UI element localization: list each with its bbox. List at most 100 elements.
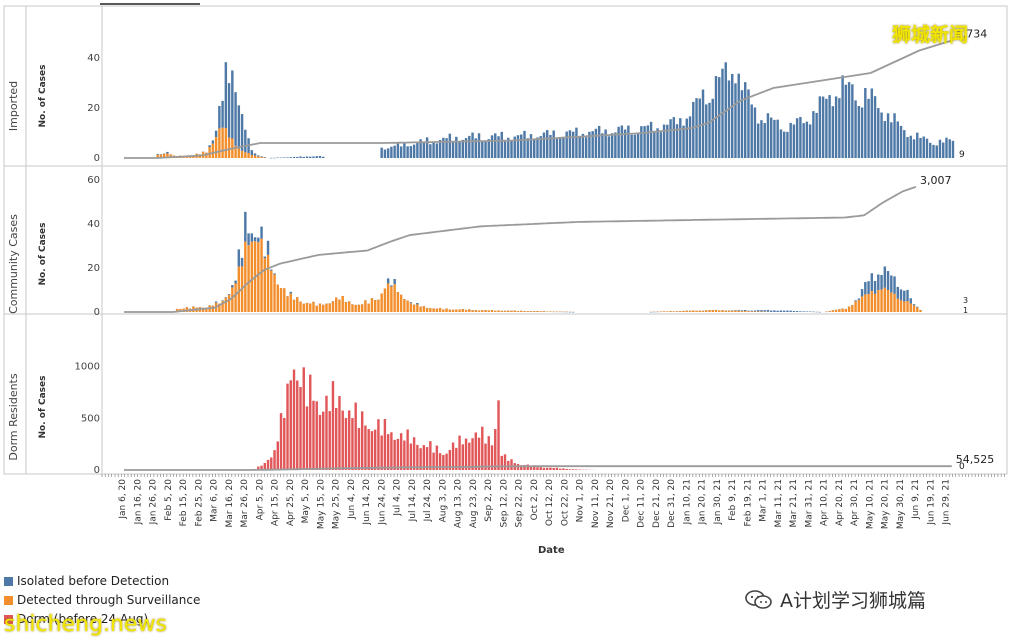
cumulative-end-label: 3,007: [920, 174, 952, 187]
bar-isolated: [218, 105, 221, 129]
bar-surveillance: [289, 293, 292, 312]
bar-isolated: [237, 249, 241, 267]
bar-dorm: [461, 444, 465, 470]
bar-surveillance: [734, 310, 737, 312]
x-tick-label: Sep 22, 20: [515, 479, 525, 528]
y-axis-title: No. of Cases: [38, 223, 48, 286]
legend-item-isolated[interactable]: Isolated before Detection: [4, 572, 200, 591]
bar-isolated: [838, 98, 841, 158]
bar-isolated: [860, 289, 864, 297]
bar-surveillance: [412, 304, 416, 312]
x-tick-label: May 15, 20: [316, 479, 326, 529]
bar-surveillance: [513, 310, 516, 312]
bar-dorm: [490, 445, 494, 470]
bar-isolated: [744, 310, 747, 312]
bar-surveillance: [870, 291, 874, 312]
bar-surveillance: [244, 241, 247, 312]
bar-dorm: [273, 450, 276, 470]
bar-surveillance: [386, 283, 390, 312]
cumulative-line: [124, 465, 952, 471]
bar-dorm: [373, 429, 377, 470]
bar-isolated: [276, 157, 279, 159]
bar-isolated: [640, 126, 643, 158]
bar-surveillance: [847, 306, 851, 312]
bar-isolated: [393, 279, 396, 285]
bar-isolated: [156, 153, 159, 155]
bar-isolated: [244, 129, 247, 153]
bar-isolated: [442, 137, 445, 158]
bar-isolated: [909, 298, 912, 304]
bar-surveillance: [305, 302, 309, 312]
bar-surveillance: [464, 309, 468, 312]
bar-dorm: [571, 469, 575, 470]
bar-surveillance: [507, 310, 510, 312]
bar-isolated: [263, 256, 267, 259]
x-tick-label: Jun 4, 20: [347, 479, 357, 520]
bar-isolated: [880, 275, 883, 290]
bar-isolated: [672, 117, 676, 158]
bar-dorm: [542, 467, 546, 470]
x-tick-label: Jun 19, 21: [926, 479, 936, 526]
bar-surveillance: [854, 301, 857, 312]
bar-isolated: [545, 130, 549, 158]
bar-isolated: [916, 132, 919, 158]
x-tick-label: Jan 10, 21: [682, 479, 692, 525]
bar-dorm: [539, 467, 542, 470]
bar-surveillance: [335, 297, 338, 312]
legend-item-dorm[interactable]: Dorm (before 24 Aug): [4, 610, 200, 629]
bar-isolated: [558, 138, 562, 158]
bar-isolated: [302, 156, 305, 158]
row-label: Dorm Residents: [7, 373, 20, 460]
legend-swatch-isolated: [4, 577, 13, 586]
bar-surveillance: [214, 137, 218, 158]
bar-isolated: [760, 310, 763, 312]
bar-isolated: [841, 75, 844, 158]
y-tick-label: 0: [94, 153, 100, 164]
bar-isolated: [386, 278, 390, 284]
bar-isolated: [386, 148, 390, 158]
bar-isolated: [935, 145, 938, 158]
bar-isolated: [237, 105, 241, 149]
last-value-label: 1: [963, 306, 968, 315]
bar-isolated: [906, 136, 909, 158]
bar-isolated: [805, 311, 809, 312]
bar-surveillance: [919, 310, 922, 312]
x-tick-label: Jun 14, 20: [362, 479, 372, 526]
bar-dorm: [455, 447, 458, 470]
bar-isolated: [779, 129, 783, 158]
bar-surveillance: [247, 153, 250, 158]
legend-item-surveillance[interactable]: Detected through Surveillance: [4, 591, 200, 610]
bar-isolated: [938, 139, 942, 158]
bar-dorm: [484, 443, 487, 470]
bar-isolated: [679, 118, 682, 158]
bar-surveillance: [218, 303, 221, 312]
bar-surveillance: [383, 288, 387, 312]
bar-surveillance: [175, 308, 179, 312]
bar-isolated: [227, 294, 231, 295]
bar-surveillance: [422, 306, 426, 312]
bar-isolated: [610, 133, 614, 158]
bar-isolated: [526, 138, 529, 158]
bar-dorm: [367, 429, 370, 470]
x-tick-label: Jan 6, 20: [118, 479, 128, 520]
bar-isolated: [250, 150, 254, 156]
x-tick-label: Mar 1, 21: [759, 479, 769, 522]
bar-isolated: [286, 157, 289, 158]
bar-isolated: [211, 140, 215, 144]
bar-surveillance: [529, 311, 533, 312]
bar-isolated: [283, 157, 286, 158]
y-tick-label: 40: [87, 219, 100, 230]
bar-isolated: [299, 156, 302, 158]
bar-dorm: [318, 414, 322, 470]
bar-dorm: [377, 419, 380, 470]
cumulative-end-label: 54,525: [956, 453, 995, 466]
bar-dorm: [458, 435, 461, 470]
bar-dorm: [351, 418, 354, 470]
bar-isolated: [870, 88, 874, 158]
bar-surveillance: [747, 311, 750, 312]
bar-isolated: [688, 116, 692, 158]
bar-surveillance: [260, 238, 263, 312]
bar-surveillance: [162, 153, 166, 158]
bar-isolated: [916, 306, 919, 308]
x-tick-label: Feb 5, 20: [164, 479, 174, 521]
